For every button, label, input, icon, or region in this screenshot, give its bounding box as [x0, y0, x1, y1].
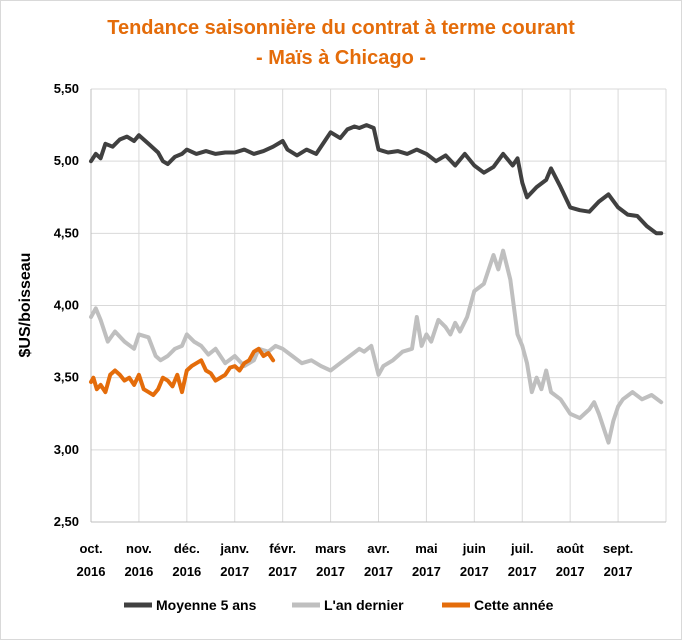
y-tick-label: 3,00 — [54, 442, 79, 457]
x-tick-year: 2017 — [364, 564, 393, 579]
legend: Moyenne 5 ans L'an dernier Cette année — [124, 597, 554, 613]
y-tick-label: 5,00 — [54, 153, 79, 168]
x-tick-labels: oct. 2016 nov. 2016 déc. 2016 janv. 2017 févr. 20… — [77, 541, 634, 579]
x-tick-month: avr. — [367, 541, 389, 556]
x-tick-year: 2017 — [412, 564, 441, 579]
legend-label-3: Cette année — [474, 597, 554, 613]
x-tick-year: 2016 — [124, 564, 153, 579]
x-tick-year: 2017 — [460, 564, 489, 579]
x-tick-year: 2017 — [316, 564, 345, 579]
x-tick-month: juin — [462, 541, 486, 556]
x-tick-month: mars — [315, 541, 346, 556]
legend-label-2: L'an dernier — [324, 597, 404, 613]
x-tick-month: janv. — [219, 541, 249, 556]
x-tick-month: sept. — [603, 541, 633, 556]
x-tick-year: 2017 — [604, 564, 633, 579]
series-line-1 — [89, 123, 664, 236]
y-tick-label: 2,50 — [54, 514, 79, 529]
y-tick-label: 4,50 — [54, 225, 79, 240]
y-tick-label: 5,50 — [54, 81, 79, 96]
series-lines — [89, 123, 664, 445]
y-tick-labels: 2,50 3,00 3,50 4,00 4,50 5,00 5,50 — [54, 81, 79, 529]
y-tick-label: 3,50 — [54, 370, 79, 385]
x-tick-month: nov. — [126, 541, 152, 556]
x-tick-month: déc. — [174, 541, 200, 556]
x-tick-month: mai — [415, 541, 437, 556]
x-tick-year: 2016 — [77, 564, 106, 579]
x-tick-year: 2017 — [508, 564, 537, 579]
x-tick-year: 2017 — [556, 564, 585, 579]
x-tick-month: oct. — [79, 541, 102, 556]
gridlines — [91, 88, 667, 522]
series-line-3 — [89, 346, 276, 397]
x-tick-year: 2016 — [172, 564, 201, 579]
x-tick-month: juil. — [510, 541, 533, 556]
x-tick-month: févr. — [269, 541, 296, 556]
y-tick-label: 4,00 — [54, 298, 79, 313]
x-tick-year: 2017 — [220, 564, 249, 579]
chart-title: Tendance saisonnière du contrat à terme … — [107, 17, 575, 39]
chart-subtitle: - Maïs à Chicago - — [256, 47, 426, 69]
x-tick-year: 2017 — [268, 564, 297, 579]
legend-label-1: Moyenne 5 ans — [156, 597, 257, 613]
series-line-2 — [89, 248, 664, 445]
x-tick-month: août — [556, 541, 584, 556]
y-axis-label: $US/boisseau — [17, 253, 34, 358]
